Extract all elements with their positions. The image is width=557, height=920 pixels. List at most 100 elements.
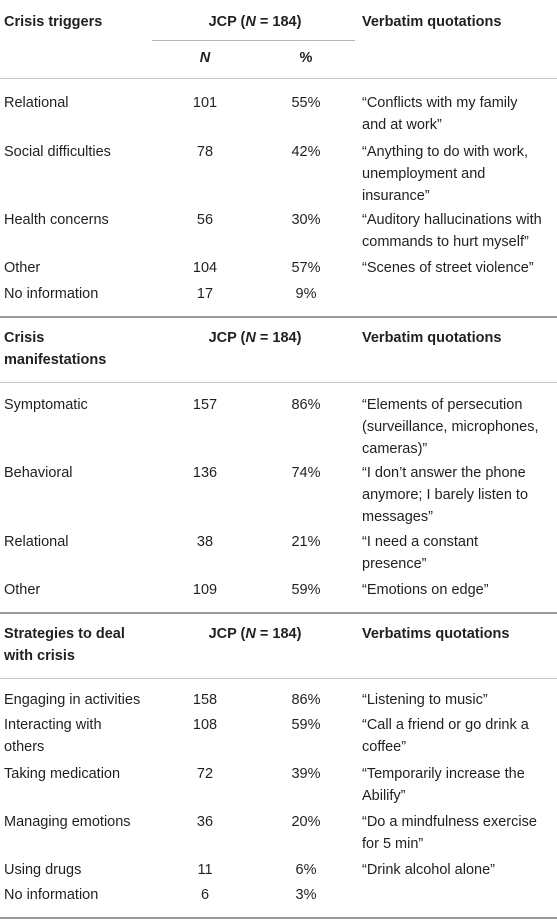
quote: for 5 min” [362, 836, 424, 852]
group-header-part: = 184) [255, 330, 302, 346]
quote: “Anything to do with work, [362, 144, 529, 160]
pct-cell: 42% [291, 144, 321, 160]
group-header-part: N [245, 626, 256, 642]
pct-cell: 21% [291, 534, 321, 550]
quote: “Elements of persecution [362, 397, 523, 413]
n-cell: 104 [192, 260, 218, 276]
group-header-part: N [245, 14, 256, 30]
pct-cell: 3% [295, 887, 317, 903]
n-cell: 17 [196, 286, 214, 302]
quote: “Conflicts with my family [362, 95, 518, 111]
quote: “Auditory hallucinations with [362, 212, 542, 228]
n-cell: 38 [196, 534, 214, 550]
pct-cell: 55% [291, 95, 321, 111]
n-cell: 56 [196, 212, 214, 228]
quote: “Do a mindfulness exercise [362, 814, 537, 830]
quote: Abilify” [362, 788, 406, 804]
n-cell: 158 [192, 692, 218, 708]
row-label: Taking medication [4, 766, 121, 782]
quote: “I need a constant [362, 534, 479, 550]
pct-cell: 59% [291, 717, 321, 733]
quote: insurance” [362, 188, 430, 204]
row-label: Engaging in activities [4, 692, 141, 708]
rule [152, 40, 355, 41]
group-header: JCP (N = 184) [155, 327, 355, 349]
quote: “Call a friend or go drink a [362, 717, 529, 733]
group-header-part: JCP ( [208, 626, 246, 642]
row-label: others [4, 739, 45, 755]
quotes-header: Verbatim quotations [362, 14, 502, 30]
pct-cell: 6% [295, 862, 317, 878]
row-label: No information [4, 286, 99, 302]
section-header: Strategies to deal [4, 626, 125, 642]
quote: “Temporarily increase the [362, 766, 525, 782]
n-cell: 101 [192, 95, 218, 111]
n-cell: 72 [196, 766, 214, 782]
pct-cell: 86% [291, 397, 321, 413]
quote: presence” [362, 556, 427, 572]
group-header-part: JCP ( [208, 330, 246, 346]
row-label: Other [4, 260, 41, 276]
row-label: Relational [4, 95, 69, 111]
section-header: with crisis [4, 648, 75, 664]
quote: “Listening to music” [362, 692, 488, 708]
group-header-part: = 184) [255, 14, 302, 30]
pct-cell: 20% [291, 814, 321, 830]
quote: “I don’t answer the phone [362, 465, 526, 481]
rule [0, 678, 557, 679]
pct-header: % [299, 50, 313, 66]
n-cell: 78 [196, 144, 214, 160]
quote: coffee” [362, 739, 407, 755]
quote: and at work” [362, 117, 442, 133]
n-cell: 108 [192, 717, 218, 733]
quote: “Emotions on edge” [362, 582, 489, 598]
row-label: Behavioral [4, 465, 73, 481]
group-header: JCP (N = 184) [155, 11, 355, 33]
rule [0, 78, 557, 79]
rule [0, 382, 557, 383]
n-cell: 157 [192, 397, 218, 413]
quotes-header: Verbatims quotations [362, 626, 510, 642]
quote: messages” [362, 509, 433, 525]
pct-cell: 30% [291, 212, 321, 228]
quote: cameras)” [362, 441, 428, 457]
quote: unemployment and [362, 166, 486, 182]
row-label: Managing emotions [4, 814, 131, 830]
pct-cell: 86% [291, 692, 321, 708]
n-cell: 136 [192, 465, 218, 481]
row-label: Interacting with [4, 717, 102, 733]
group-header: JCP (N = 184) [155, 623, 355, 645]
rule [0, 316, 557, 318]
quote: (surveillance, microphones, [362, 419, 539, 435]
quote: commands to hurt myself” [362, 234, 529, 250]
n-cell: 11 [197, 862, 213, 878]
n-header: N [199, 50, 211, 66]
quote: “Scenes of street violence” [362, 260, 534, 276]
section-header: manifestations [4, 352, 107, 368]
quote: “Drink alcohol alone” [362, 862, 495, 878]
rule [0, 917, 557, 919]
pct-cell: 59% [291, 582, 321, 598]
row-label: Using drugs [4, 862, 82, 878]
group-header-part: = 184) [255, 626, 302, 642]
pct-cell: 57% [291, 260, 321, 276]
row-label: Social difficulties [4, 144, 111, 160]
pct-cell: 74% [291, 465, 321, 481]
quotes-header: Verbatim quotations [362, 330, 502, 346]
row-label: Health concerns [4, 212, 109, 228]
n-cell: 6 [200, 887, 210, 903]
pct-cell: 39% [291, 766, 321, 782]
group-header-part: JCP ( [208, 14, 246, 30]
row-label: Relational [4, 534, 69, 550]
row-label: Other [4, 582, 41, 598]
pct-cell: 9% [295, 286, 317, 302]
section-header: Crisis [4, 330, 45, 346]
section-header: Crisis triggers [4, 14, 103, 30]
quote: anymore; I barely listen to [362, 487, 529, 503]
rule [0, 612, 557, 614]
row-label: No information [4, 887, 99, 903]
row-label: Symptomatic [4, 397, 88, 413]
n-cell: 36 [196, 814, 214, 830]
n-cell: 109 [192, 582, 218, 598]
